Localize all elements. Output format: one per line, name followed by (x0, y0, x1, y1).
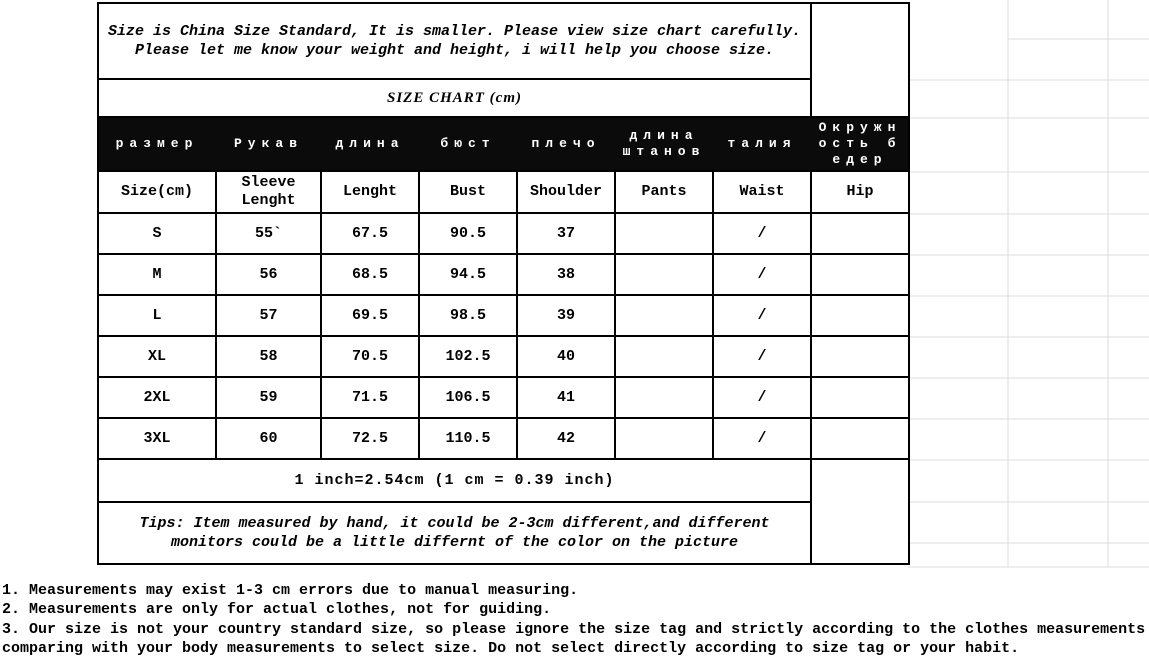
empty-top-right-cell (810, 2, 910, 118)
cell-shoulder: 40 (516, 335, 616, 378)
en-header-hip: Hip (810, 170, 910, 214)
cell-hip (810, 212, 910, 255)
en-header-sleeve: Sleeve Lenght (215, 170, 322, 214)
cell-sleeve: 59 (215, 376, 322, 419)
ru-header-pants: длина штанов (614, 116, 714, 172)
size-chart-title: SIZE CHART (cm) (97, 78, 812, 118)
cell-pants (614, 376, 714, 419)
cell-hip (810, 253, 910, 296)
cell-pants (614, 294, 714, 337)
en-header-waist: Waist (712, 170, 812, 214)
cell-sleeve: 56 (215, 253, 322, 296)
note-1: 1. Measurements may exist 1-3 cm errors … (2, 582, 579, 599)
cell-shoulder: 39 (516, 294, 616, 337)
size-row-s: S 55` 67.5 90.5 37 / (97, 212, 910, 255)
cell-waist: / (712, 253, 812, 296)
ru-header-length: длина (320, 116, 420, 172)
cell-length: 69.5 (320, 294, 420, 337)
cell-waist: / (712, 335, 812, 378)
cell-bust: 90.5 (418, 212, 518, 255)
en-header-pants: Pants (614, 170, 714, 214)
cell-size: M (97, 253, 217, 296)
empty-bottom-right-cell (810, 458, 910, 565)
size-row-m: M 56 68.5 94.5 38 / (97, 253, 910, 296)
note-3: 3. Our size is not your country standard… (2, 620, 1146, 638)
cell-hip (810, 417, 910, 460)
cell-length: 67.5 (320, 212, 420, 255)
cell-sleeve: 55` (215, 212, 322, 255)
cell-hip (810, 335, 910, 378)
cell-size: S (97, 212, 217, 255)
ru-header-waist: талия (712, 116, 812, 172)
en-header-length: Lenght (320, 170, 420, 214)
ru-header-size: размер (97, 116, 217, 172)
size-notice-line2: Please let me know your weight and heigh… (134, 42, 775, 59)
cell-sleeve: 58 (215, 335, 322, 378)
note-3-continued: comparing with your body measurements to… (2, 639, 1020, 657)
ru-header-hip: Окружность бедер (810, 116, 910, 172)
cell-length: 72.5 (320, 417, 420, 460)
size-row-l: L 57 69.5 98.5 39 / (97, 294, 910, 337)
cell-bust: 106.5 (418, 376, 518, 419)
cell-size: XL (97, 335, 217, 378)
cell-sleeve: 57 (215, 294, 322, 337)
english-header-row: Size(cm) Sleeve Lenght Lenght Bust Shoul… (97, 170, 910, 214)
cell-waist: / (712, 417, 812, 460)
size-notice: Size is China Size Standard, It is small… (97, 2, 812, 80)
bottom-notes: 1. Measurements may exist 1-3 cm errors … (2, 581, 1149, 658)
cell-pants (614, 417, 714, 460)
cell-bust: 110.5 (418, 417, 518, 460)
russian-header-row: размер Рукав длина бюст плечо длина штан… (97, 116, 910, 172)
cell-bust: 102.5 (418, 335, 518, 378)
cell-bust: 98.5 (418, 294, 518, 337)
cell-pants (614, 212, 714, 255)
size-row-3xl: 3XL 60 72.5 110.5 42 / (97, 417, 910, 460)
ru-header-shoulder: плечо (516, 116, 616, 172)
cell-size: 2XL (97, 376, 217, 419)
en-header-shoulder: Shoulder (516, 170, 616, 214)
en-header-bust: Bust (418, 170, 518, 214)
cell-pants (614, 335, 714, 378)
cell-shoulder: 37 (516, 212, 616, 255)
size-row-xl: XL 58 70.5 102.5 40 / (97, 335, 910, 378)
inch-conversion: 1 inch=2.54cm (1 cm = 0.39 inch) (97, 458, 812, 503)
cell-hip (810, 376, 910, 419)
tips-line2: monitors could be a little differnt of t… (170, 534, 739, 551)
cell-shoulder: 42 (516, 417, 616, 460)
cell-length: 70.5 (320, 335, 420, 378)
cell-hip (810, 294, 910, 337)
ru-header-sleeve: Рукав (215, 116, 322, 172)
tips-line1: Tips: Item measured by hand, it could be… (139, 515, 770, 532)
size-notice-line1: Size is China Size Standard, It is small… (107, 23, 802, 40)
cell-shoulder: 41 (516, 376, 616, 419)
cell-length: 68.5 (320, 253, 420, 296)
cell-waist: / (712, 376, 812, 419)
cell-size: L (97, 294, 217, 337)
cell-bust: 94.5 (418, 253, 518, 296)
cell-waist: / (712, 212, 812, 255)
cell-sleeve: 60 (215, 417, 322, 460)
en-header-size: Size(cm) (97, 170, 217, 214)
cell-size: 3XL (97, 417, 217, 460)
cell-pants (614, 253, 714, 296)
ru-header-bust: бюст (418, 116, 518, 172)
cell-shoulder: 38 (516, 253, 616, 296)
cell-length: 71.5 (320, 376, 420, 419)
tips: Tips: Item measured by hand, it could be… (97, 501, 812, 565)
cell-waist: / (712, 294, 812, 337)
size-chart-table: Size is China Size Standard, It is small… (97, 2, 910, 565)
note-2: 2. Measurements are only for actual clot… (2, 601, 552, 619)
size-row-2xl: 2XL 59 71.5 106.5 41 / (97, 376, 910, 419)
